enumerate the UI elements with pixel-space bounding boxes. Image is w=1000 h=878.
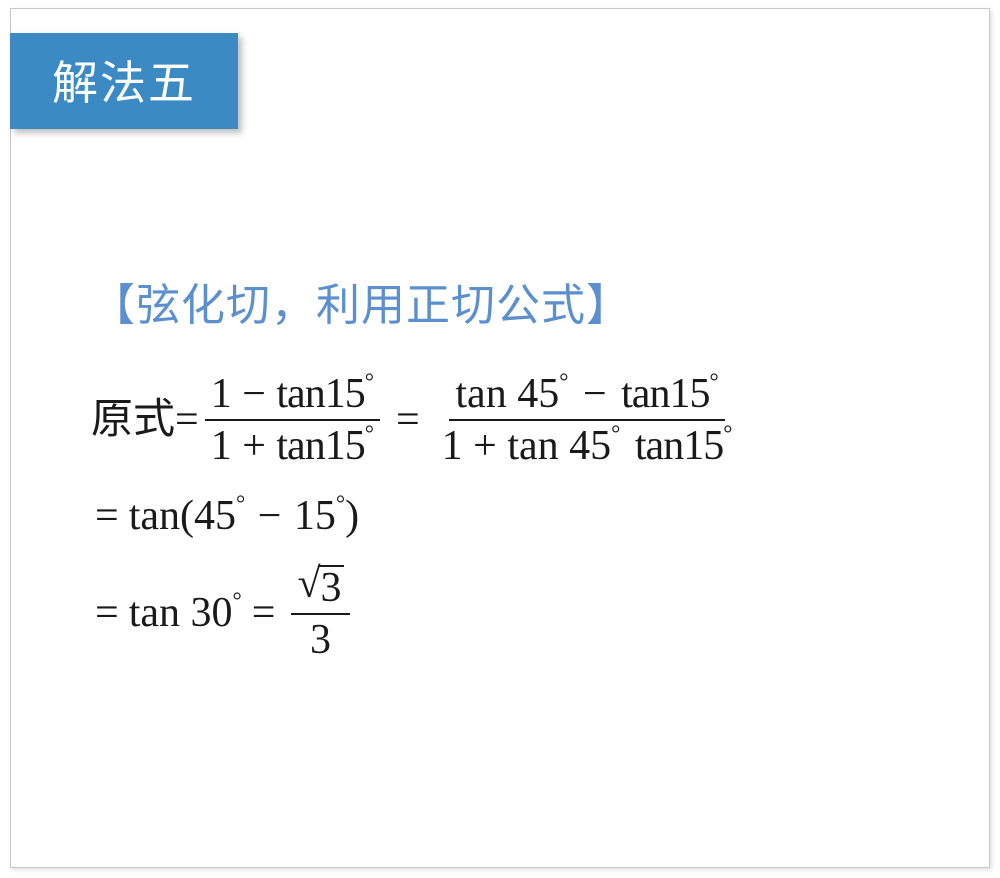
equals-5: = xyxy=(252,592,276,634)
content-area: 【弦化切，利用正切公式】 原式 = 1 − tan15° 1 + tan15° … xyxy=(91,269,971,689)
frac2-num: tan 45° − tan15° xyxy=(449,373,724,421)
solution-card: 解法五 【弦化切，利用正切公式】 原式 = 1 − tan15° 1 + tan… xyxy=(10,8,990,868)
tan30: tan 30° xyxy=(129,592,242,634)
tan-expr: tan(45° − 15°) xyxy=(129,495,359,537)
frac1-den: 1 + tan15° xyxy=(205,421,380,467)
equals-2: = xyxy=(396,399,420,441)
frac2-den: 1 + tan 45° tan15° xyxy=(436,421,739,467)
frac3-den: 3 xyxy=(304,615,337,661)
fraction-3: √ 3 3 xyxy=(291,565,349,661)
title-text: 解法五 xyxy=(52,57,196,109)
frac3-num: √ 3 xyxy=(291,565,349,615)
prefix-text: 原式 xyxy=(91,399,175,441)
equals-1: = xyxy=(175,399,199,441)
frac1-num: 1 − tan15° xyxy=(205,373,380,421)
title-tab: 解法五 xyxy=(10,33,238,129)
equation-line-2: = tan(45° − 15°) xyxy=(85,495,971,537)
sqrt-expr: √ 3 xyxy=(297,565,343,609)
equals-4: = xyxy=(95,592,119,634)
sqrt-symbol: √ xyxy=(297,563,320,605)
fraction-2: tan 45° − tan15° 1 + tan 45° tan15° xyxy=(436,373,739,467)
equation-line-3: = tan 30° = √ 3 3 xyxy=(85,565,971,661)
equals-3: = xyxy=(95,495,119,537)
equation-line-1: 原式 = 1 − tan15° 1 + tan15° = tan 45° − xyxy=(91,373,971,467)
fraction-1: 1 − tan15° 1 + tan15° xyxy=(205,373,380,467)
subtitle: 【弦化切，利用正切公式】 xyxy=(91,269,971,333)
